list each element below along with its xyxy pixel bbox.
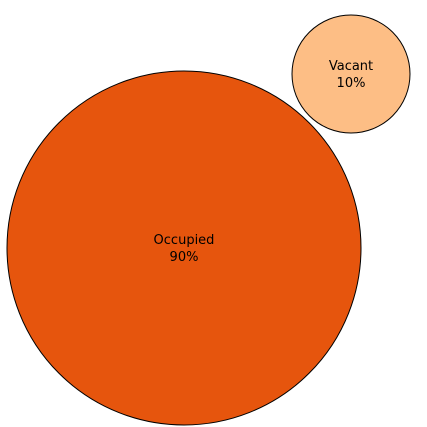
bubble-label-vacant: Vacant xyxy=(329,59,373,74)
bubble-label-occupied: Occupied xyxy=(154,233,215,248)
bubble-circle-vacant xyxy=(291,14,411,134)
bubble-value-occupied: 90% xyxy=(170,250,199,265)
bubble-value-vacant: 10% xyxy=(337,76,366,91)
bubble-occupied: Occupied 90% xyxy=(6,70,362,426)
bubble-vacant: Vacant 10% xyxy=(291,14,411,134)
bubble-circle-occupied xyxy=(6,70,362,426)
